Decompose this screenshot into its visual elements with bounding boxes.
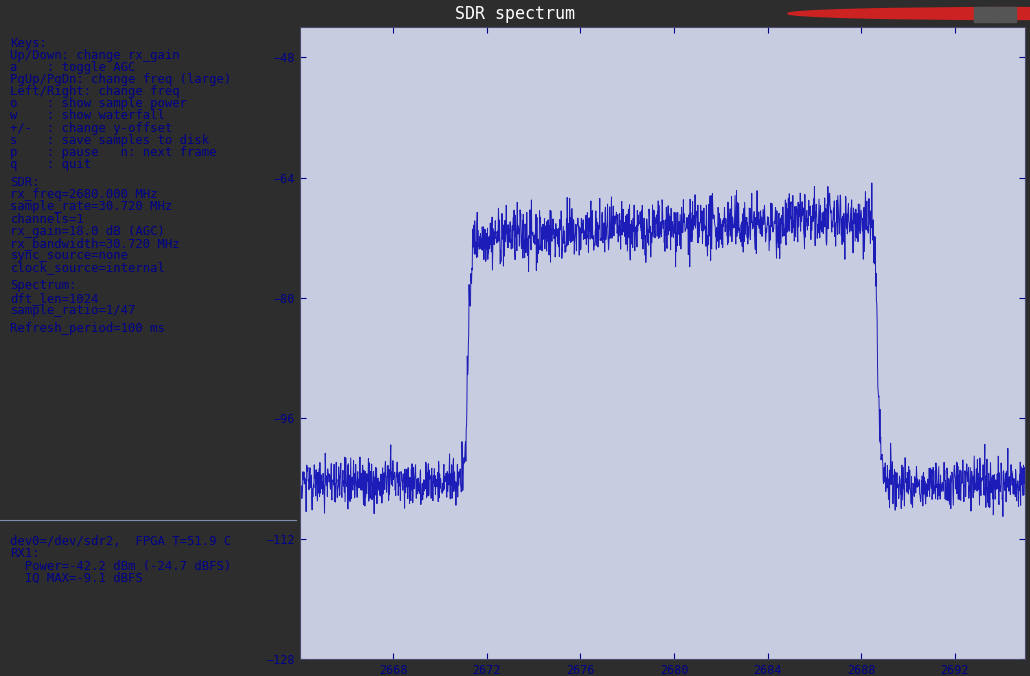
Text: RX1:: RX1:	[10, 548, 40, 560]
Text: sample_ratio=1/47: sample_ratio=1/47	[10, 304, 136, 316]
Text: IQ MAX=-9.1 dBFS: IQ MAX=-9.1 dBFS	[10, 572, 143, 585]
Text: Keys:: Keys:	[10, 37, 47, 49]
Text: rx_freq=2680.000 MHz: rx_freq=2680.000 MHz	[10, 189, 158, 201]
Text: dft_len=1024: dft_len=1024	[10, 291, 99, 305]
Bar	[974, 7, 997, 22]
Circle shape	[788, 7, 1030, 20]
Text: a    : toggle AGC: a : toggle AGC	[10, 61, 136, 74]
Text: rx_bandwidth=30.720 MHz: rx_bandwidth=30.720 MHz	[10, 237, 180, 250]
Text: s    : save samples to disk: s : save samples to disk	[10, 134, 209, 147]
Text: Refresh_period=100 ms: Refresh_period=100 ms	[10, 322, 165, 335]
Text: SDR spectrum: SDR spectrum	[455, 5, 575, 22]
Text: dev0=/dev/sdr2,  FPGA T=51.9 C: dev0=/dev/sdr2, FPGA T=51.9 C	[10, 535, 232, 548]
Text: q    : quit: q : quit	[10, 158, 92, 171]
Text: Spectrum:: Spectrum:	[10, 279, 77, 293]
Text: p    : pause   n: next frame: p : pause n: next frame	[10, 146, 217, 159]
Text: SDR:: SDR:	[10, 176, 40, 189]
Text: channels=1: channels=1	[10, 213, 84, 226]
Text: o    : show sample power: o : show sample power	[10, 97, 187, 110]
Bar	[993, 7, 1016, 22]
Text: sync_source=none: sync_source=none	[10, 249, 129, 262]
Text: w    : show waterfall: w : show waterfall	[10, 110, 165, 122]
Text: PgUp/PgDn: change freq (large): PgUp/PgDn: change freq (large)	[10, 73, 232, 86]
Text: rx_gain=18.0 dB (AGC): rx_gain=18.0 dB (AGC)	[10, 224, 165, 238]
Text: sample_rate=30.720 MHz: sample_rate=30.720 MHz	[10, 201, 173, 214]
Text: Left/Right: change freq: Left/Right: change freq	[10, 85, 180, 98]
Text: clock_source=internal: clock_source=internal	[10, 261, 165, 274]
Text: +/-  : change y-offset: +/- : change y-offset	[10, 122, 173, 135]
Text: Power=-42.2 dBm (-24.7 dBFS): Power=-42.2 dBm (-24.7 dBFS)	[10, 560, 232, 573]
Text: Up/Down: change rx_gain: Up/Down: change rx_gain	[10, 49, 180, 62]
